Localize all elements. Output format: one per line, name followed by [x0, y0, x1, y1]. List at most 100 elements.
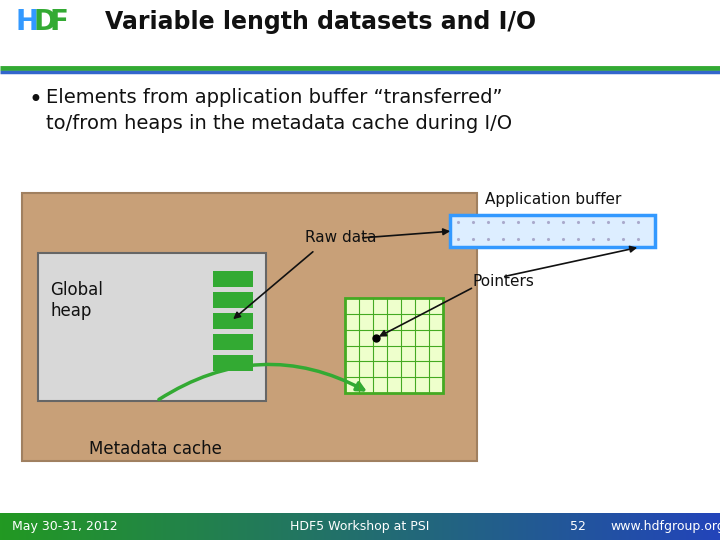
Bar — [199, 513, 202, 540]
Bar — [415, 513, 418, 540]
Bar — [38, 253, 266, 401]
Bar — [86, 513, 90, 540]
Bar — [192, 513, 195, 540]
Bar — [149, 513, 152, 540]
Bar — [552, 513, 555, 540]
Bar — [317, 513, 320, 540]
Text: HDF5 Workshop at PSI: HDF5 Workshop at PSI — [290, 520, 430, 533]
Bar — [600, 513, 603, 540]
Bar — [103, 513, 107, 540]
Bar — [213, 334, 253, 350]
Bar — [240, 513, 243, 540]
Bar — [617, 513, 620, 540]
Bar — [70, 513, 73, 540]
Bar — [178, 513, 181, 540]
Bar — [355, 513, 359, 540]
Bar — [156, 513, 159, 540]
Bar — [175, 513, 179, 540]
Bar — [146, 513, 150, 540]
Bar — [456, 513, 459, 540]
Bar — [55, 513, 58, 540]
Bar — [593, 513, 596, 540]
Bar — [564, 513, 567, 540]
Bar — [300, 513, 303, 540]
Bar — [346, 513, 349, 540]
Bar — [670, 513, 673, 540]
Bar — [358, 513, 361, 540]
Bar — [696, 513, 699, 540]
Bar — [185, 513, 188, 540]
Bar — [223, 513, 227, 540]
Bar — [213, 313, 253, 329]
Bar — [437, 513, 440, 540]
Bar — [310, 513, 313, 540]
Text: Pointers: Pointers — [472, 274, 534, 289]
Bar — [22, 513, 25, 540]
Bar — [689, 513, 692, 540]
Bar — [305, 513, 308, 540]
Bar — [151, 513, 155, 540]
Bar — [135, 513, 138, 540]
Bar — [626, 513, 630, 540]
Bar — [374, 513, 378, 540]
Bar — [153, 513, 157, 540]
Bar — [312, 513, 315, 540]
Bar — [636, 513, 639, 540]
Bar — [41, 513, 44, 540]
Bar — [331, 513, 335, 540]
Bar — [45, 513, 49, 540]
Bar — [387, 513, 390, 540]
Bar — [214, 513, 217, 540]
Bar — [706, 513, 709, 540]
Bar — [506, 513, 510, 540]
Bar — [171, 513, 174, 540]
Bar — [559, 513, 562, 540]
Bar — [319, 513, 323, 540]
Bar — [574, 513, 577, 540]
Bar — [450, 215, 655, 247]
Bar — [490, 513, 493, 540]
Bar — [403, 513, 407, 540]
FancyArrowPatch shape — [159, 364, 364, 400]
Bar — [605, 513, 608, 540]
Text: •: • — [28, 88, 42, 112]
Bar — [132, 513, 135, 540]
Bar — [691, 513, 695, 540]
Bar — [367, 513, 371, 540]
Bar — [250, 513, 253, 540]
Bar — [216, 513, 220, 540]
Bar — [163, 513, 166, 540]
Bar — [50, 513, 54, 540]
Bar — [225, 513, 229, 540]
Bar — [137, 513, 140, 540]
Bar — [533, 513, 536, 540]
Bar — [266, 513, 270, 540]
Bar — [259, 513, 263, 540]
Bar — [624, 513, 627, 540]
Bar — [459, 513, 462, 540]
Bar — [499, 513, 503, 540]
Text: www.hdfgroup.org: www.hdfgroup.org — [610, 520, 720, 533]
Bar — [108, 513, 112, 540]
Bar — [211, 513, 215, 540]
Bar — [94, 513, 97, 540]
Bar — [315, 513, 318, 540]
Bar — [130, 513, 133, 540]
Bar — [161, 513, 164, 540]
Bar — [365, 513, 368, 540]
Bar — [677, 513, 680, 540]
Bar — [274, 513, 277, 540]
Bar — [487, 513, 490, 540]
Bar — [509, 513, 512, 540]
Bar — [213, 271, 253, 287]
Bar — [657, 513, 661, 540]
Bar — [595, 513, 598, 540]
Bar — [12, 513, 15, 540]
Bar — [24, 513, 27, 540]
Bar — [139, 513, 143, 540]
Bar — [693, 513, 697, 540]
Bar — [288, 513, 292, 540]
Text: Application buffer: Application buffer — [485, 192, 621, 207]
Bar — [451, 513, 454, 540]
Bar — [420, 513, 423, 540]
